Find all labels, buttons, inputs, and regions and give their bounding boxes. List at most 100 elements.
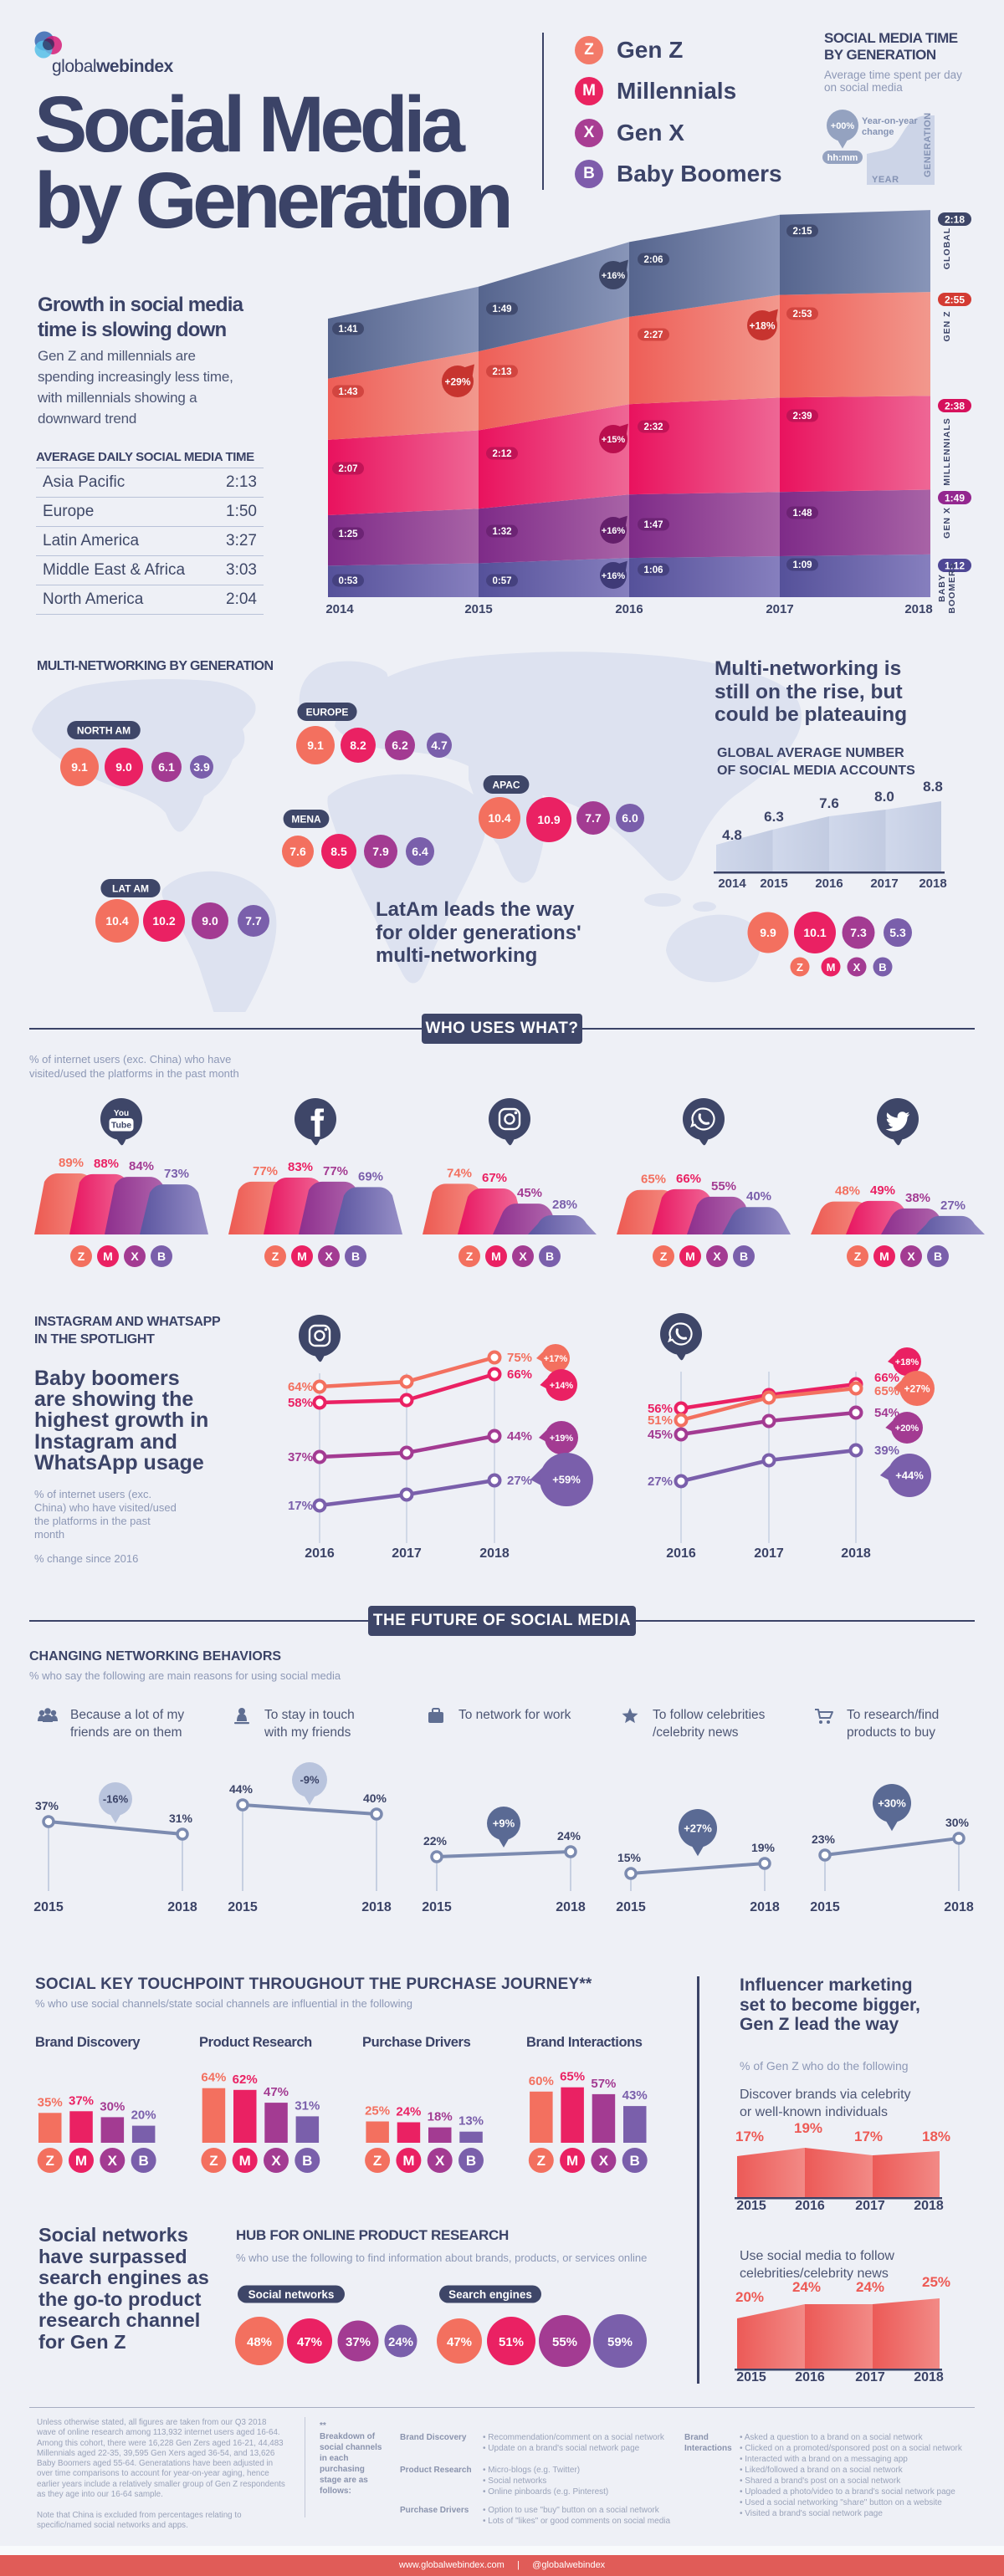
svg-text:59%: 59% <box>607 2335 633 2349</box>
svg-text:B: B <box>878 961 886 974</box>
svg-text:B: B <box>546 1250 554 1263</box>
svg-text:77%: 77% <box>323 1164 348 1178</box>
svg-text:9.1: 9.1 <box>71 760 88 774</box>
svg-text:74%: 74% <box>447 1166 472 1180</box>
svg-text:YEAR: YEAR <box>872 175 899 185</box>
svg-text:18%: 18% <box>428 2110 453 2124</box>
svg-text:0:57: 0:57 <box>492 576 511 586</box>
svg-text:Search engines: Search engines <box>448 2288 532 2301</box>
svg-text:2017: 2017 <box>855 2370 885 2384</box>
svg-text:+59%: +59% <box>552 1474 581 1486</box>
svg-text:You: You <box>114 1109 129 1118</box>
svg-text:7.3: 7.3 <box>850 926 867 939</box>
svg-text:GEN X: GEN X <box>942 507 952 539</box>
svg-text:7.9: 7.9 <box>372 845 389 858</box>
svg-text:2:55: 2:55 <box>945 294 965 305</box>
svg-text:M: M <box>239 2153 251 2169</box>
svg-text:55%: 55% <box>552 2335 577 2349</box>
svg-text:+18%: +18% <box>749 319 775 331</box>
svg-text:2:39: 2:39 <box>792 411 812 422</box>
svg-text:9.0: 9.0 <box>202 914 218 928</box>
svg-text:20%: 20% <box>735 2289 764 2305</box>
svg-text:M: M <box>402 2153 414 2169</box>
svg-text:+27%: +27% <box>684 1822 712 1835</box>
svg-text:2017: 2017 <box>855 2199 885 2213</box>
svg-text:M: M <box>827 961 836 974</box>
svg-text:27%: 27% <box>507 1474 532 1488</box>
svg-text:48%: 48% <box>247 2335 272 2349</box>
svg-text:65%: 65% <box>560 2070 585 2084</box>
svg-text:17%: 17% <box>288 1499 313 1513</box>
svg-text:2018: 2018 <box>914 2370 944 2384</box>
svg-text:40%: 40% <box>746 1189 771 1204</box>
svg-text:15%: 15% <box>617 1851 642 1864</box>
svg-text:88%: 88% <box>94 1157 119 1171</box>
svg-text:Z: Z <box>797 961 803 974</box>
svg-text:GEN Z: GEN Z <box>942 310 952 341</box>
svg-text:60%: 60% <box>529 2074 554 2088</box>
svg-text:2018: 2018 <box>556 1900 586 1914</box>
svg-text:B: B <box>466 2153 476 2169</box>
svg-text:2:38: 2:38 <box>945 400 965 411</box>
svg-text:B: B <box>302 2153 312 2169</box>
svg-text:M: M <box>566 2153 578 2169</box>
svg-text:4.7: 4.7 <box>431 739 448 752</box>
svg-text:2:06: 2:06 <box>643 255 663 265</box>
svg-text:17%: 17% <box>854 2129 883 2144</box>
svg-text:X: X <box>131 1250 139 1263</box>
svg-text:6.4: 6.4 <box>412 845 428 858</box>
svg-text:35%: 35% <box>38 2095 63 2109</box>
svg-text:65%: 65% <box>641 1173 666 1187</box>
svg-text:24%: 24% <box>856 2279 884 2295</box>
svg-text:B: B <box>351 1250 360 1263</box>
svg-text:2015: 2015 <box>760 877 787 891</box>
svg-text:8.5: 8.5 <box>330 845 347 858</box>
svg-text:M: M <box>685 1250 695 1263</box>
svg-text:24%: 24% <box>557 1829 581 1843</box>
svg-text:2:07: 2:07 <box>338 464 357 474</box>
svg-text:1:47: 1:47 <box>643 520 663 530</box>
svg-text:6.2: 6.2 <box>392 739 408 752</box>
svg-text:5.3: 5.3 <box>889 926 906 939</box>
svg-text:2:32: 2:32 <box>643 422 663 432</box>
svg-text:10.9: 10.9 <box>537 813 560 826</box>
svg-text:54%: 54% <box>874 1406 899 1420</box>
svg-text:51%: 51% <box>648 1413 673 1428</box>
svg-text:47%: 47% <box>447 2335 472 2349</box>
svg-text:57%: 57% <box>591 2077 616 2091</box>
svg-text:+16%: +16% <box>602 571 626 581</box>
svg-text:6.0: 6.0 <box>622 811 638 825</box>
svg-text:2017: 2017 <box>870 877 898 891</box>
svg-text:2:27: 2:27 <box>643 330 663 340</box>
svg-text:1:32: 1:32 <box>492 527 511 537</box>
svg-text:+18%: +18% <box>895 1357 919 1367</box>
svg-text:X: X <box>907 1250 915 1263</box>
svg-text:23%: 23% <box>812 1832 836 1846</box>
svg-text:31%: 31% <box>295 2098 320 2113</box>
svg-text:B: B <box>157 1250 166 1263</box>
svg-text:89%: 89% <box>59 1156 84 1170</box>
svg-text:27%: 27% <box>648 1475 673 1489</box>
svg-text:X: X <box>325 1250 333 1263</box>
svg-text:66%: 66% <box>507 1367 532 1382</box>
svg-text:B: B <box>740 1250 748 1263</box>
svg-text:37%: 37% <box>288 1450 313 1464</box>
svg-text:30%: 30% <box>945 1816 970 1829</box>
svg-text:31%: 31% <box>169 1812 193 1825</box>
svg-text:GENERATION: GENERATION <box>923 112 933 177</box>
svg-text:8.0: 8.0 <box>874 789 894 805</box>
svg-text:2015: 2015 <box>736 2199 766 2213</box>
svg-text:X: X <box>271 2153 281 2169</box>
svg-text:22%: 22% <box>423 1834 448 1848</box>
svg-text:19%: 19% <box>794 2120 822 2136</box>
svg-text:NORTH AM: NORTH AM <box>77 724 131 736</box>
svg-text:47%: 47% <box>297 2335 322 2349</box>
svg-text:hh:mm: hh:mm <box>827 153 858 163</box>
svg-text:B: B <box>138 2153 148 2169</box>
svg-text:+16%: +16% <box>602 271 626 281</box>
svg-text:LAT AM: LAT AM <box>112 882 149 894</box>
svg-text:Z: Z <box>854 1250 862 1263</box>
svg-text:7.7: 7.7 <box>585 811 602 825</box>
svg-text:2018: 2018 <box>904 602 932 616</box>
svg-text:+20%: +20% <box>895 1423 919 1434</box>
